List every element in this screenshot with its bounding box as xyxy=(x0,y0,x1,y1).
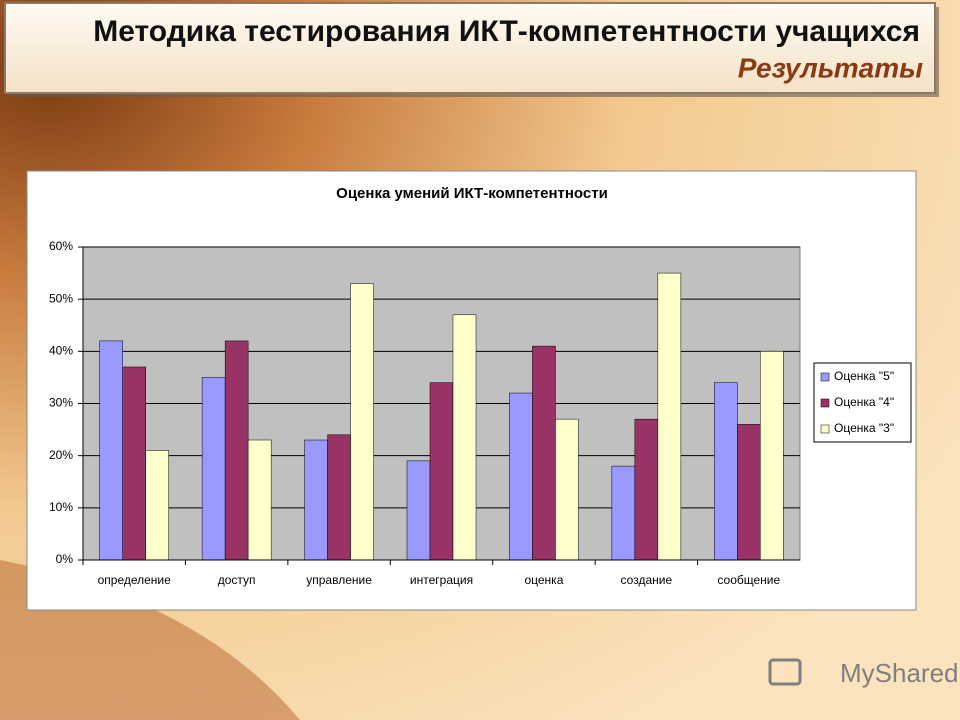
bar xyxy=(760,351,784,561)
y-tick-label: 40% xyxy=(49,344,73,358)
header-box xyxy=(4,2,936,94)
bar xyxy=(509,392,533,561)
x-tick-label: интеграция xyxy=(410,573,473,587)
y-tick-label: 30% xyxy=(49,396,73,410)
legend-swatch xyxy=(820,372,830,382)
x-tick-label: сообщение xyxy=(717,573,780,587)
bar xyxy=(224,340,249,561)
bar xyxy=(555,418,579,561)
legend-label: Оценка "5" xyxy=(834,369,894,383)
bar xyxy=(145,450,169,561)
x-tick-label: создание xyxy=(621,573,673,587)
legend-label: Оценка "3" xyxy=(834,421,894,435)
y-tick-label: 50% xyxy=(49,291,73,305)
x-tick-label: оценка xyxy=(524,573,563,587)
x-tick-label: доступ xyxy=(218,573,256,587)
bar xyxy=(452,314,477,561)
slide-title: Методика тестирования ИКТ-компетентности… xyxy=(93,15,920,48)
bar xyxy=(714,382,738,561)
bar xyxy=(634,418,659,561)
bar xyxy=(201,377,226,561)
watermark-icon xyxy=(768,658,802,686)
bar xyxy=(532,345,556,561)
y-tick-label: 20% xyxy=(49,448,73,462)
bar xyxy=(657,272,682,561)
legend xyxy=(813,362,912,443)
bar xyxy=(247,439,272,561)
bar xyxy=(304,439,328,561)
watermark: MyShared xyxy=(840,658,959,688)
x-tick-label: определение xyxy=(98,573,172,587)
bar xyxy=(122,366,146,561)
chart-title: Оценка умений ИКТ-компетентности xyxy=(336,185,608,202)
bar xyxy=(327,434,351,561)
bar xyxy=(429,382,454,561)
y-tick-label: 10% xyxy=(49,500,73,514)
y-tick-label: 60% xyxy=(49,239,73,253)
legend-swatch xyxy=(820,398,830,408)
header-clip: Методика тестирования ИКТ-компетентности… xyxy=(93,15,923,83)
bar xyxy=(99,340,123,561)
bar xyxy=(611,465,636,561)
bar xyxy=(350,283,374,561)
legend-swatch xyxy=(820,424,830,434)
legend-label: Оценка "4" xyxy=(834,395,894,409)
y-tick-label: 0% xyxy=(56,552,74,566)
x-tick-label: управление xyxy=(306,573,372,587)
slide-subtitle: Результаты xyxy=(738,52,923,83)
bar xyxy=(406,460,431,561)
bar xyxy=(737,424,761,561)
